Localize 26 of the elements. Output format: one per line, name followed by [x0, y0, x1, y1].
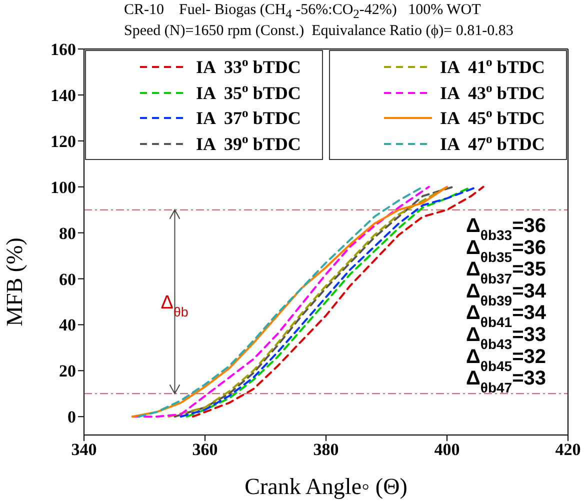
legend-label: IA 33$^{o}$ bTDC: [196, 55, 301, 77]
y-tick-label: 0: [68, 408, 76, 427]
y-tick-label: 60: [59, 270, 76, 289]
y-tick-label: 160: [50, 40, 76, 60]
x-tick-label: 340: [71, 440, 97, 460]
y-tick-label: 20: [59, 362, 76, 381]
legend-label: IA 45$^{o}$ bTDC: [440, 106, 545, 128]
chart-subtitle: Speed (N)=1650 rpm (Const.) Equivalance Ratio (ϕ)= 0.81-0.83: [124, 23, 514, 39]
legend-label: IA 41$^{o}$ bTDC: [440, 55, 545, 77]
legend-label: IA 43$^{o}$ bTDC: [440, 80, 545, 102]
x-tick-label: 360: [192, 440, 218, 460]
legend-label: IA 47$^{o}$ bTDC: [440, 132, 545, 154]
x-axis-title: Crank Angle◦ (Θ): [244, 474, 408, 499]
x-tick-label: 380: [313, 440, 339, 460]
y-tick-label: 140: [50, 86, 76, 105]
chart-title: CR-10 Fuel- Biogas (CH$_{4}$ -56%:CO$_{2}$-42%) 100% WOT: [124, 2, 481, 21]
y-axis-title: MFB (%): [2, 238, 27, 326]
legend-label: IA 35$^{o}$ bTDC: [196, 80, 301, 102]
legend-label: IA 39$^{o}$ bTDC: [196, 132, 301, 154]
y-tick-label: 120: [50, 132, 76, 151]
y-tick-label: 80: [59, 224, 76, 243]
y-tick-label: 40: [59, 316, 76, 335]
x-tick-label: 400: [434, 440, 460, 460]
x-tick-label: 420: [555, 440, 581, 460]
legend-label: IA 37$^{o}$ bTDC: [196, 106, 301, 128]
y-tick-label: 100: [50, 178, 76, 197]
